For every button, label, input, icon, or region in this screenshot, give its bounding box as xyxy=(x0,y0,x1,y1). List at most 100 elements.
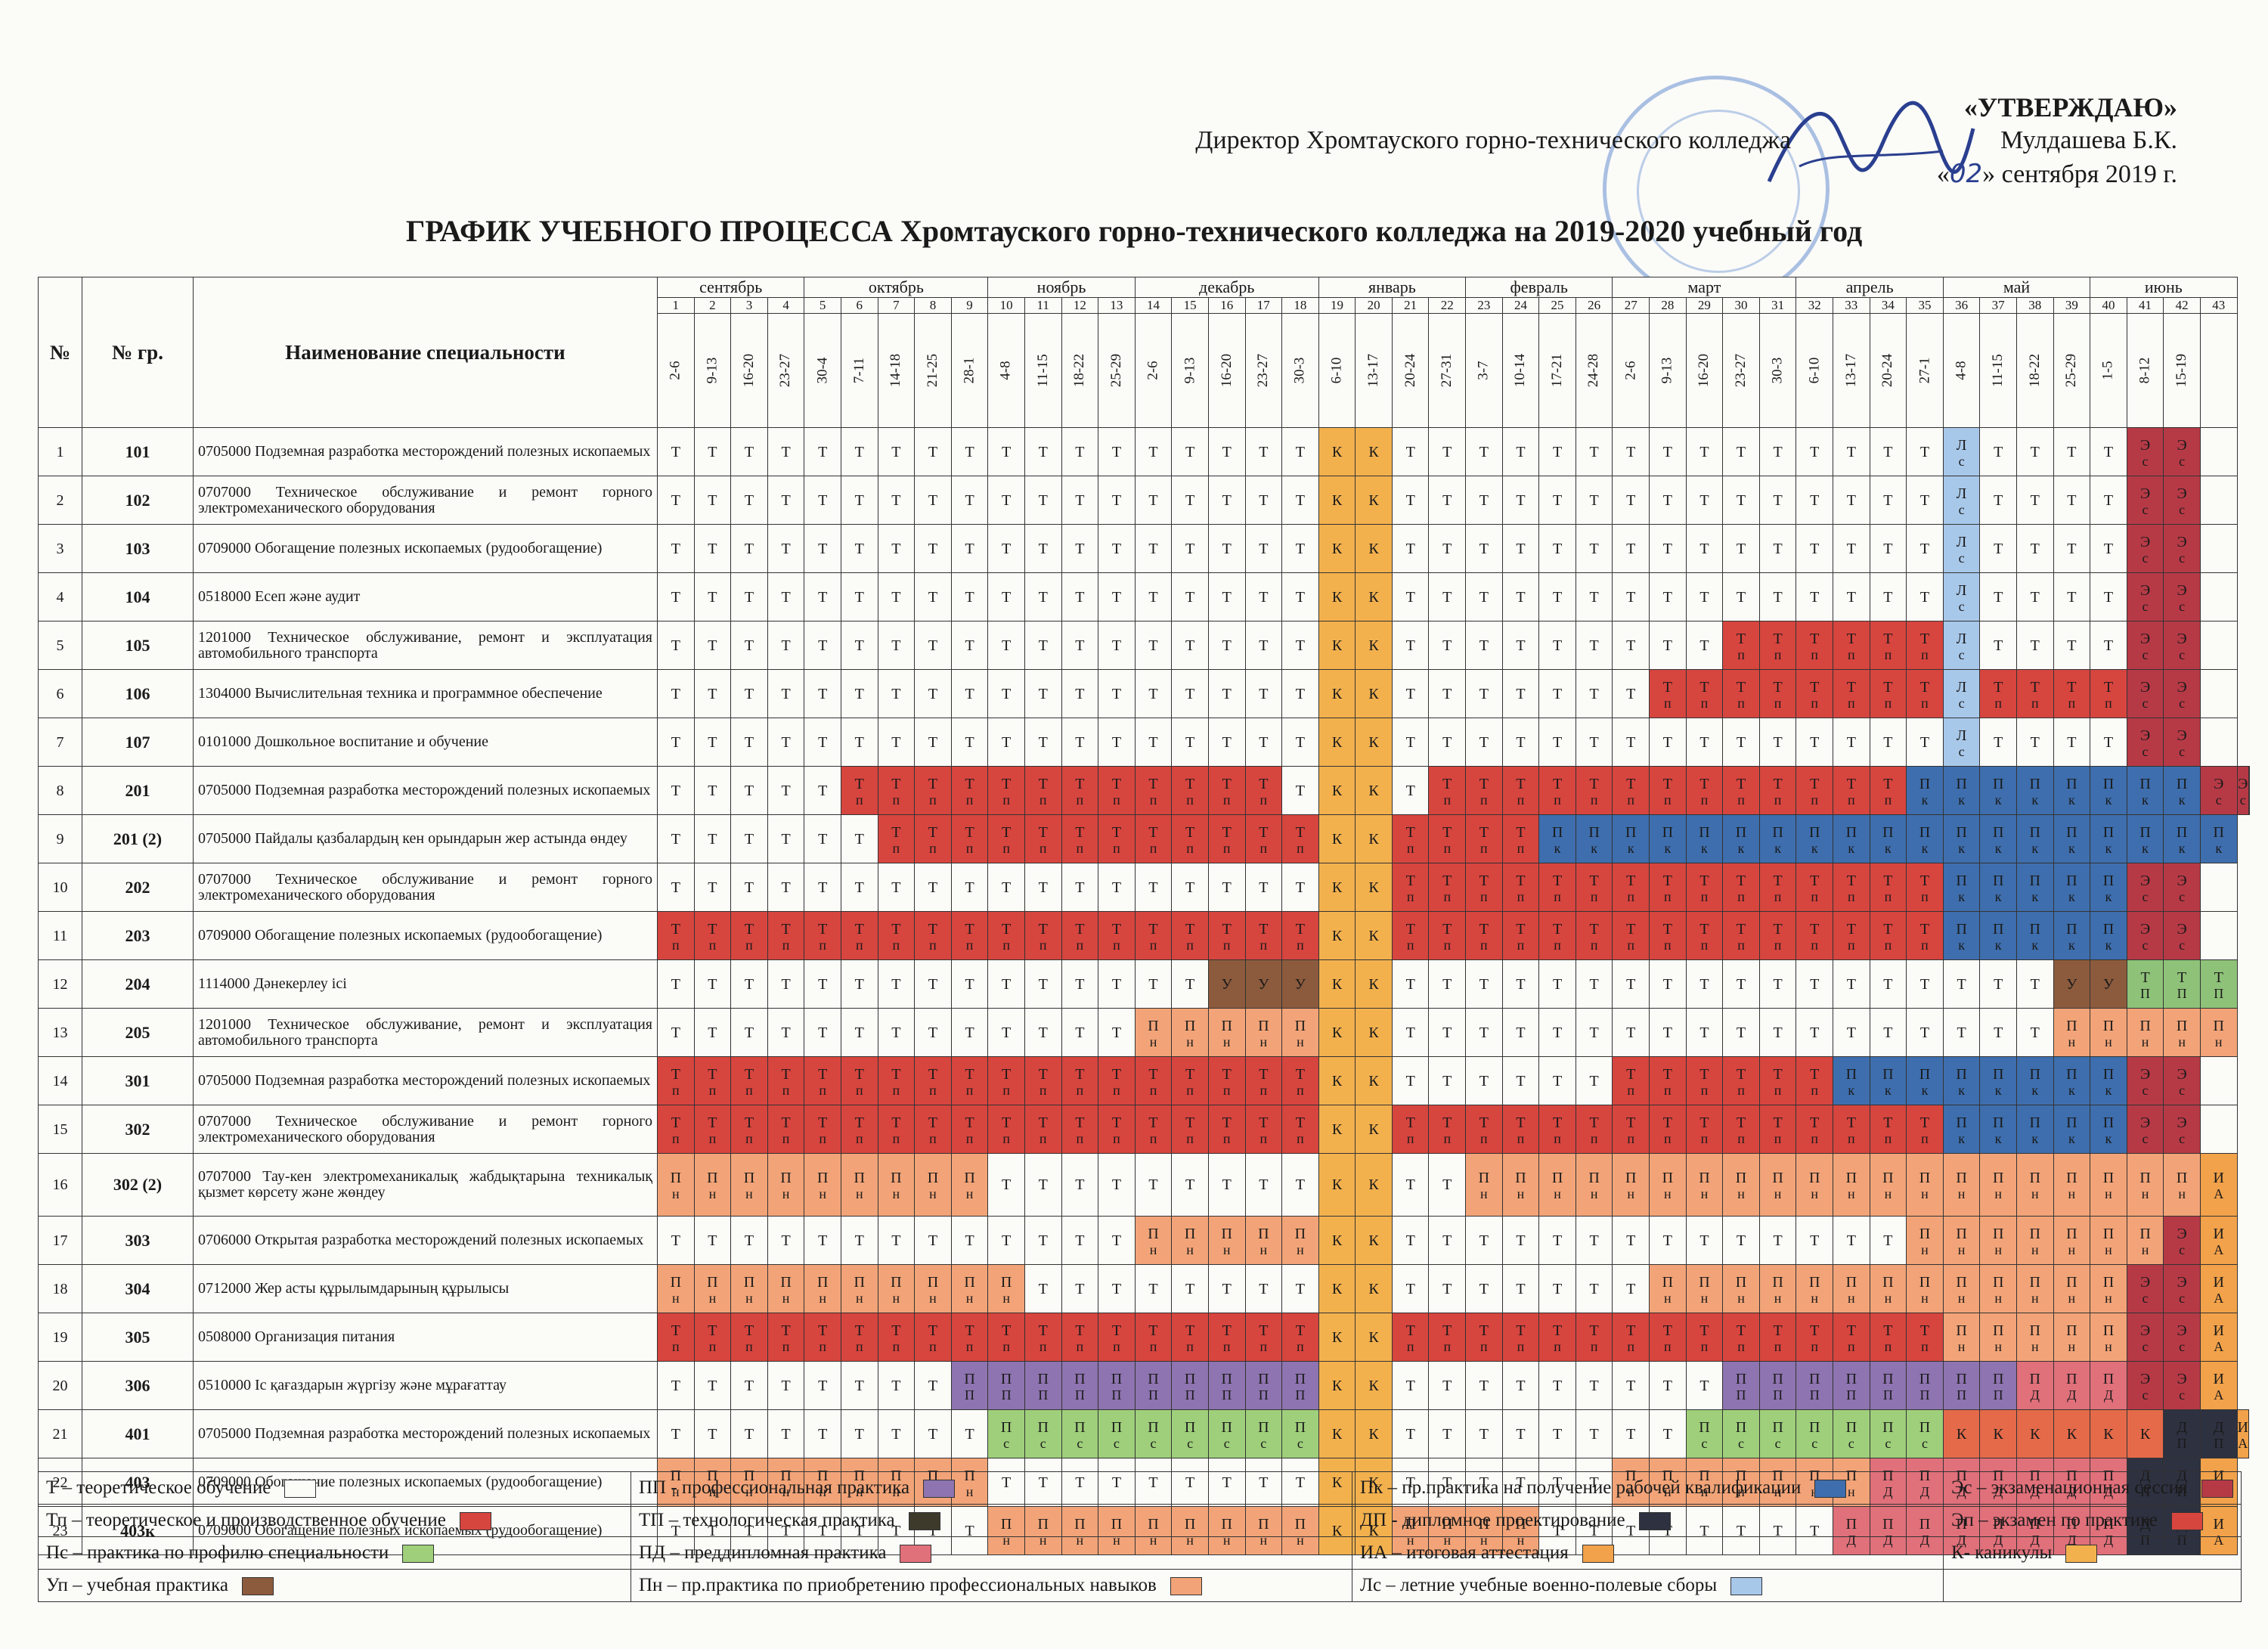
schedule-cell: К xyxy=(1318,1313,1356,1362)
week-dates: 18-22 xyxy=(1061,313,1099,428)
schedule-cell: Т xyxy=(730,1008,768,1057)
schedule-cell: Т xyxy=(1649,1361,1687,1410)
legend-label: ДП - дипломное проектирование xyxy=(1360,1510,1625,1530)
schedule-cell: Т xyxy=(693,621,732,670)
schedule-cell: Т xyxy=(1134,427,1173,476)
schedule-cell: Т xyxy=(1501,572,1540,621)
week-number: 21 xyxy=(1391,297,1430,314)
schedule-cell: Т xyxy=(840,814,878,863)
schedule-cell: Т xyxy=(914,1008,952,1057)
week-number: 9 xyxy=(950,297,989,314)
week-dates: 27-1 xyxy=(1906,313,1944,428)
week-dates: 16-20 xyxy=(730,313,768,428)
schedule-cell: Т xyxy=(2053,427,2091,476)
schedule-cell: Т xyxy=(987,718,1025,767)
schedule-cell: Т xyxy=(767,718,805,767)
schedule-cell: Т xyxy=(730,669,768,718)
schedule-cell: К xyxy=(1355,863,1393,912)
schedule-cell: Т xyxy=(1391,572,1430,621)
header-name: Наименование специальности xyxy=(193,277,658,428)
schedule-cell: К xyxy=(1355,524,1393,573)
schedule-cell: Т xyxy=(1391,1361,1430,1410)
table-row: 10 202 0707000 Техническое обслуживание и … xyxy=(38,863,2250,912)
schedule-cell: У xyxy=(2053,959,2091,1009)
schedule-cell: Т xyxy=(1501,621,1540,670)
schedule-cell: Т xyxy=(657,1361,695,1410)
schedule-cell: Т xyxy=(657,1409,695,1458)
schedule-cell: Т xyxy=(1061,1216,1099,1265)
schedule-cell: Т xyxy=(1538,524,1576,573)
month-header: май xyxy=(1942,277,2091,298)
schedule-cell: К xyxy=(1318,1409,1356,1458)
schedule-cell: Т xyxy=(877,476,916,525)
schedule-cell: Т xyxy=(767,669,805,718)
schedule-cell xyxy=(2199,524,2238,573)
schedule-cell: Т xyxy=(657,524,695,573)
schedule-cell: Т xyxy=(1098,427,1136,476)
row-number: 4 xyxy=(38,572,82,621)
schedule-cell: Т xyxy=(693,718,732,767)
schedule-cell: Т xyxy=(1538,1409,1576,1458)
schedule-cell: Т xyxy=(1465,572,1503,621)
schedule-cell: Т xyxy=(1061,959,1099,1009)
director-name: Мулдашева Б.К. xyxy=(2000,126,2177,154)
schedule-cell: Т xyxy=(1538,669,1576,718)
schedule-cell: Т xyxy=(804,814,841,863)
week-dates: 13-17 xyxy=(1833,313,1870,428)
schedule-cell: Т xyxy=(950,669,989,718)
row-number: 18 xyxy=(38,1264,82,1313)
schedule-cell: Т xyxy=(840,669,878,718)
schedule-cell: Т xyxy=(657,863,695,912)
schedule-cell: Т xyxy=(1428,476,1467,525)
legend-label: ПД – преддипломная практика xyxy=(639,1542,887,1563)
schedule-cell: Т xyxy=(1575,1008,1613,1057)
schedule-cell: Т xyxy=(877,621,916,670)
month-header: апрель xyxy=(1796,277,1944,298)
schedule-cell: Т xyxy=(1685,621,1724,670)
